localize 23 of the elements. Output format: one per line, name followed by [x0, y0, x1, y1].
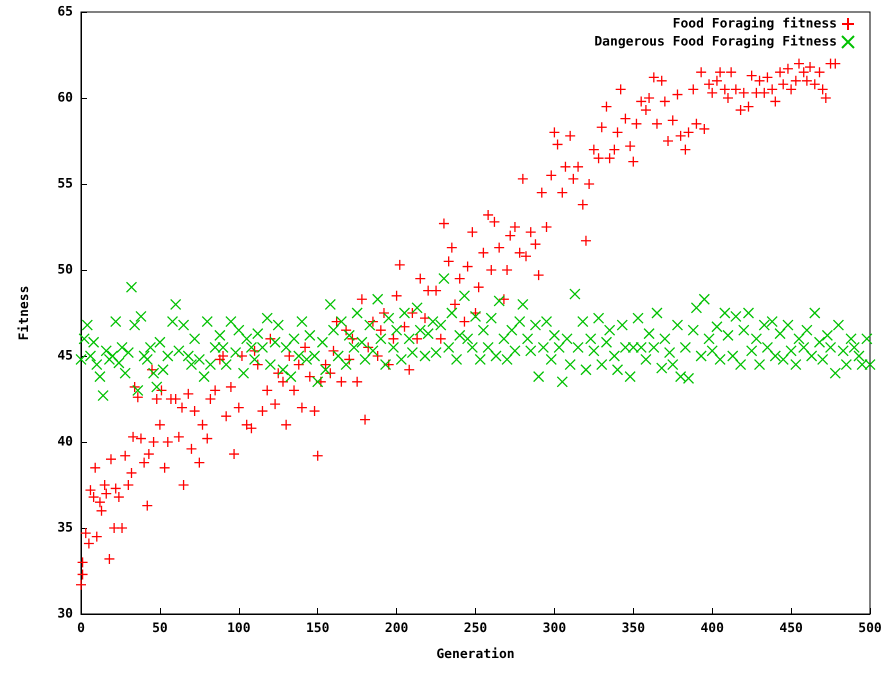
y-tick-label: 55	[57, 176, 73, 192]
x-tick-label: 150	[306, 621, 330, 636]
y-tick-label: 60	[57, 90, 74, 106]
x-tick-label: 0	[77, 621, 86, 636]
x-tick-label: 500	[858, 621, 882, 636]
x-tick-label: 200	[384, 621, 409, 636]
y-axis-title: Fitness	[17, 286, 32, 340]
x-tick-label: 250	[464, 621, 488, 636]
y-tick-label: 40	[57, 434, 74, 450]
x-tick-label: 300	[542, 621, 566, 636]
x-tick-label: 100	[227, 621, 251, 636]
y-tick-label: 30	[57, 606, 74, 622]
legend-label: Dangerous Food Foraging Fitness	[594, 34, 837, 50]
x-tick-label: 450	[779, 621, 804, 636]
y-tick-label: 50	[57, 262, 74, 278]
x-tick-label: 350	[622, 621, 646, 636]
y-tick-label: 35	[57, 520, 73, 536]
x-tick-label: 400	[700, 621, 724, 636]
legend-label: Food Foraging fitness	[672, 16, 837, 32]
x-tick-label: 50	[152, 621, 168, 636]
y-tick-label: 45	[57, 348, 73, 364]
x-axis-title: Generation	[436, 647, 515, 662]
y-tick-label: 65	[57, 4, 73, 20]
